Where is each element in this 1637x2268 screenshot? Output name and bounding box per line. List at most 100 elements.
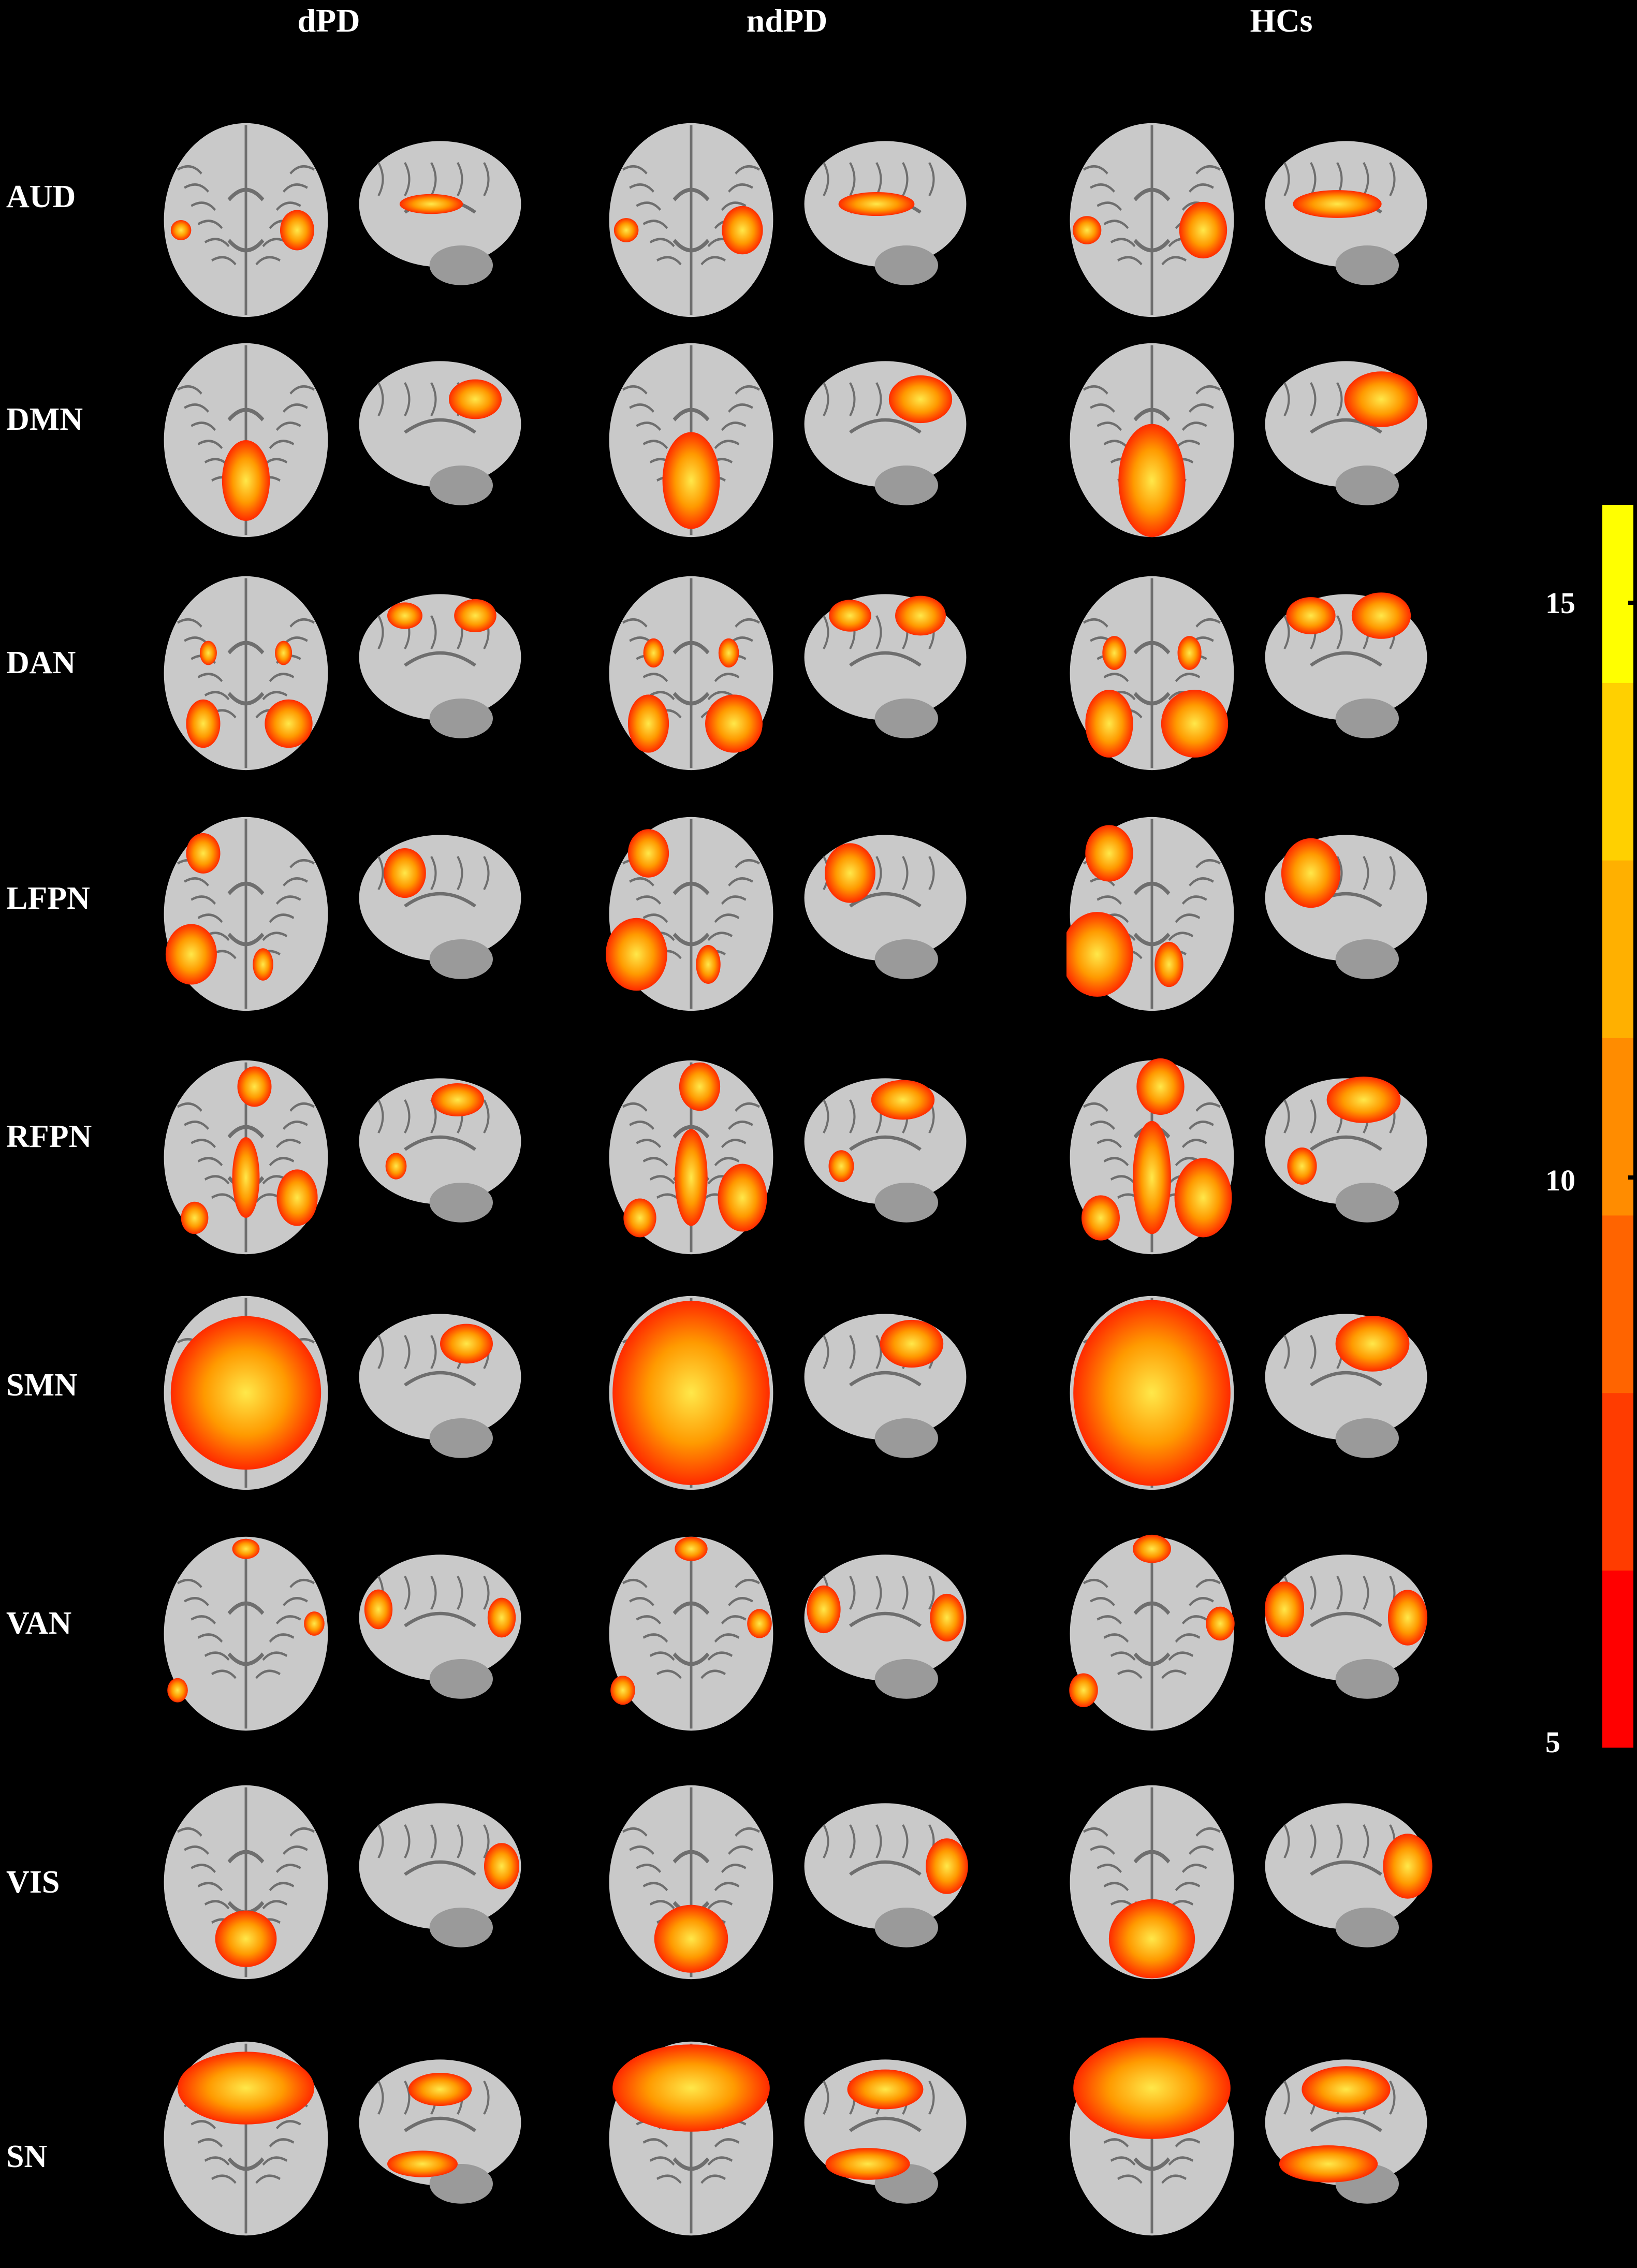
activation-blob xyxy=(1177,636,1202,670)
axial-slice-dmn-dpd xyxy=(164,343,328,537)
activation-blob xyxy=(627,829,669,878)
colorbar-tick-mark xyxy=(1628,601,1633,605)
activation-blob xyxy=(612,2044,770,2132)
cerebellum xyxy=(429,1183,493,1223)
secondary-slice-lfpn-ndpd xyxy=(804,835,967,979)
secondary-slice-aud-ndpd xyxy=(804,141,967,285)
brain-outline xyxy=(359,1803,521,1929)
axial-slice-dan-hcs xyxy=(1070,576,1234,770)
brain-outline xyxy=(804,835,967,961)
activation-blob xyxy=(275,641,293,665)
cerebellum xyxy=(874,1418,938,1458)
activation-blob xyxy=(829,600,871,632)
axial-slice-van-dpd xyxy=(164,1536,328,1731)
activation-blob xyxy=(399,194,463,214)
activation-blob xyxy=(186,833,221,874)
activation-blob xyxy=(1136,1058,1185,1115)
secondary-slice-smn-hcs xyxy=(1265,1314,1427,1458)
activation-blob xyxy=(838,192,915,216)
axial-slice-lfpn-ndpd xyxy=(606,817,773,1011)
activation-blob xyxy=(385,1153,407,1180)
column-label-dpd: dPD xyxy=(297,2,360,39)
column-label-ndpd: ndPD xyxy=(746,2,828,39)
cerebellum xyxy=(874,1659,938,1699)
activation-blob xyxy=(170,220,192,240)
secondary-slice-smn-dpd xyxy=(359,1314,521,1458)
row-label-smn: SMN xyxy=(6,1368,78,1403)
axial-slice-aud-ndpd xyxy=(609,123,773,317)
colorbar-segment xyxy=(1602,1215,1633,1393)
secondary-slice-dmn-ndpd xyxy=(804,361,967,505)
activation-blob xyxy=(1174,1158,1232,1238)
colorbar-tick-10: 10 xyxy=(1545,1164,1575,1197)
secondary-slice-sn-dpd xyxy=(359,2059,521,2204)
secondary-slice-van-hcs xyxy=(1264,1554,1428,1699)
activation-blob xyxy=(807,1585,841,1634)
axial-slice-vis-ndpd xyxy=(609,1785,773,1980)
activation-blob xyxy=(1351,592,1411,639)
activation-blob xyxy=(613,218,639,242)
cerebellum xyxy=(429,699,493,738)
axial-slice-smn-hcs xyxy=(1070,1296,1234,1490)
activation-blob xyxy=(384,848,426,898)
secondary-slice-vis-dpd xyxy=(359,1803,521,1947)
axial-slice-dmn-ndpd xyxy=(609,343,773,537)
row-label-sn: SN xyxy=(6,2139,48,2174)
cerebellum xyxy=(429,1908,493,1947)
activation-blob xyxy=(1387,1590,1428,1646)
secondary-slice-rfpn-ndpd xyxy=(804,1078,967,1223)
activation-blob xyxy=(643,638,664,668)
axial-slice-lfpn-hcs xyxy=(1066,817,1234,1011)
activation-blob xyxy=(696,945,721,984)
secondary-slice-aud-dpd xyxy=(359,141,521,285)
secondary-slice-sn-ndpd xyxy=(804,2059,967,2204)
axial-slice-vis-dpd xyxy=(164,1785,328,1980)
activation-blob xyxy=(722,206,763,255)
secondary-slice-dan-dpd xyxy=(359,594,521,738)
activation-blob xyxy=(1161,689,1229,758)
brain-outline xyxy=(359,361,521,487)
cerebellum xyxy=(874,466,938,505)
activation-blob xyxy=(484,1843,519,1889)
colorbar-segment xyxy=(1602,1392,1633,1571)
activation-blob xyxy=(449,379,502,419)
activation-blob xyxy=(1069,1673,1098,1707)
activation-blob xyxy=(1279,2145,1378,2183)
activation-blob xyxy=(871,1080,935,1120)
activation-blob xyxy=(178,2052,314,2125)
axial-slice-dmn-hcs xyxy=(1070,343,1234,537)
axial-slice-van-hcs xyxy=(1069,1534,1235,1731)
colorbar-tick-mark xyxy=(1628,1175,1633,1180)
activation-blob xyxy=(165,924,217,985)
activation-blob xyxy=(627,694,669,753)
colorbar-segment xyxy=(1602,1037,1633,1216)
activation-blob xyxy=(895,595,946,636)
activation-blob xyxy=(232,1538,260,1559)
axial-slice-rfpn-ndpd xyxy=(609,1060,773,1255)
activation-blob xyxy=(930,1593,964,1642)
activation-blob xyxy=(276,1169,318,1226)
activation-blob xyxy=(1287,1147,1317,1185)
secondary-slice-sn-hcs xyxy=(1265,2059,1427,2204)
activation-blob xyxy=(718,638,739,668)
activation-blob xyxy=(825,2148,910,2180)
activation-blob xyxy=(237,1066,272,1107)
activation-blob xyxy=(431,1083,484,1116)
activation-blob xyxy=(705,694,763,753)
activation-blob xyxy=(265,699,313,748)
brain-outline xyxy=(359,594,521,720)
cerebellum xyxy=(1335,245,1399,285)
colorbar-segment xyxy=(1602,1570,1633,1748)
colorbar xyxy=(1602,505,1633,1748)
activation-blob xyxy=(1066,912,1133,997)
activation-blob xyxy=(387,602,422,629)
axial-slice-vis-hcs xyxy=(1070,1785,1234,1980)
activation-blob xyxy=(1133,1121,1171,1234)
activation-blob xyxy=(408,2073,472,2106)
activation-blob xyxy=(675,1536,708,1561)
activation-blob xyxy=(280,210,314,251)
activation-blob xyxy=(1286,597,1336,634)
activation-blob xyxy=(654,1904,728,1973)
cerebellum xyxy=(874,1183,938,1223)
cerebellum xyxy=(1335,1659,1399,1699)
